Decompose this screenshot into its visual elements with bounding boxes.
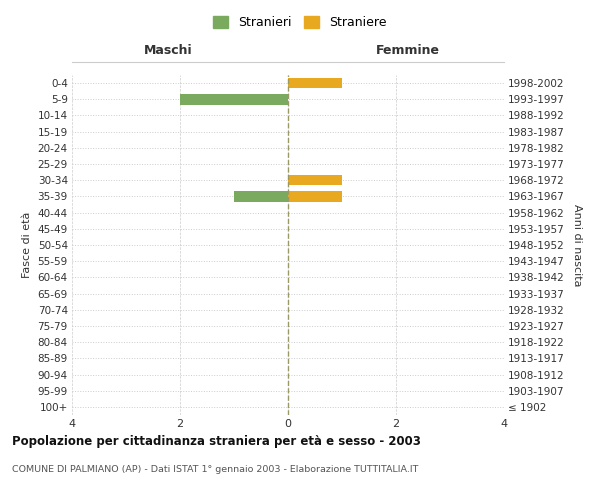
Text: Popolazione per cittadinanza straniera per età e sesso - 2003: Popolazione per cittadinanza straniera p… — [12, 435, 421, 448]
Legend: Stranieri, Straniere: Stranieri, Straniere — [208, 11, 392, 34]
Bar — [180, 94, 288, 104]
Y-axis label: Fasce di età: Fasce di età — [22, 212, 32, 278]
Text: Maschi: Maschi — [143, 44, 193, 58]
Bar — [234, 191, 288, 202]
Y-axis label: Anni di nascita: Anni di nascita — [572, 204, 582, 286]
Bar — [288, 78, 342, 88]
Bar — [288, 175, 342, 186]
Text: COMUNE DI PALMIANO (AP) - Dati ISTAT 1° gennaio 2003 - Elaborazione TUTTITALIA.I: COMUNE DI PALMIANO (AP) - Dati ISTAT 1° … — [12, 465, 418, 474]
Text: Femmine: Femmine — [376, 44, 440, 58]
Bar — [288, 191, 342, 202]
